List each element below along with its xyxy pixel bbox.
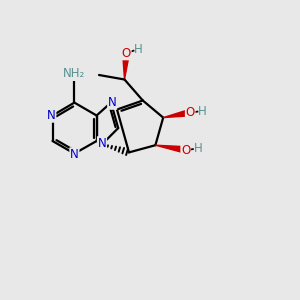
Text: H: H	[198, 105, 207, 118]
Text: N: N	[70, 148, 79, 161]
Text: O: O	[181, 143, 190, 157]
Text: N: N	[108, 96, 117, 109]
Text: O: O	[186, 106, 195, 119]
Polygon shape	[163, 109, 191, 118]
Text: H: H	[194, 142, 203, 155]
Polygon shape	[155, 145, 187, 153]
Text: N: N	[47, 109, 56, 122]
Text: N: N	[98, 137, 106, 150]
Polygon shape	[123, 54, 129, 80]
Text: NH₂: NH₂	[63, 67, 86, 80]
Text: H: H	[134, 43, 143, 56]
Text: O: O	[122, 46, 131, 60]
